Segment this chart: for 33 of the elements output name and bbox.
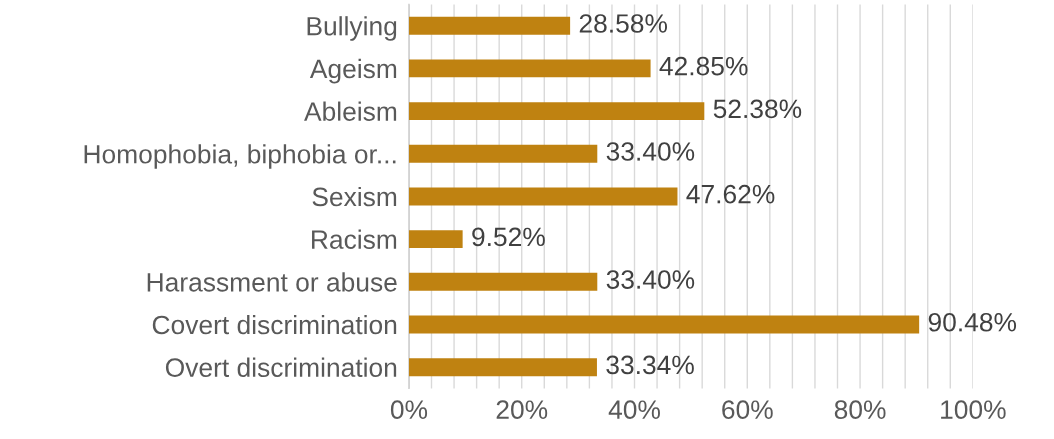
y-tick-label: Sexism [312,186,397,207]
x-tick-label: 0% [390,400,428,420]
bar [408,315,920,334]
y-tick-label: Ageism [309,58,397,84]
data-label: 90.48% [928,312,1017,332]
data-label: 52.38% [713,99,802,119]
bar [408,272,598,291]
x-tick-label: 80% [834,400,886,420]
y-tick-label: Harassment or abuse [147,272,397,292]
x-tick-label: 60% [722,400,773,420]
bar [408,187,678,206]
y-tick-label: Homophobia, biphobia or... [84,144,396,169]
y-tick-label: Ableism [304,101,397,121]
data-label: 42.85% [659,56,748,76]
y-tick-label: Covert discrimination [152,314,397,335]
data-label: 33.40% [606,142,695,161]
y-tick-label: Bullying [307,16,397,41]
data-label: 28.58% [579,14,668,33]
y-tick-label: Overt discrimination [165,357,397,377]
data-label: 9.52% [472,227,545,247]
x-tick-label: 100% [941,400,1006,420]
bar [408,16,571,35]
bar [408,102,705,121]
bar [408,230,463,249]
x-tick-label: 40% [608,400,660,420]
data-label: 47.62% [686,184,775,204]
bar [408,59,651,78]
bar [408,144,598,163]
bar [408,358,597,377]
data-label: 33.40% [606,270,695,289]
y-tick-label: Racism [312,229,397,249]
x-tick-label: 20% [496,400,548,420]
data-label: 33.34% [606,355,694,375]
